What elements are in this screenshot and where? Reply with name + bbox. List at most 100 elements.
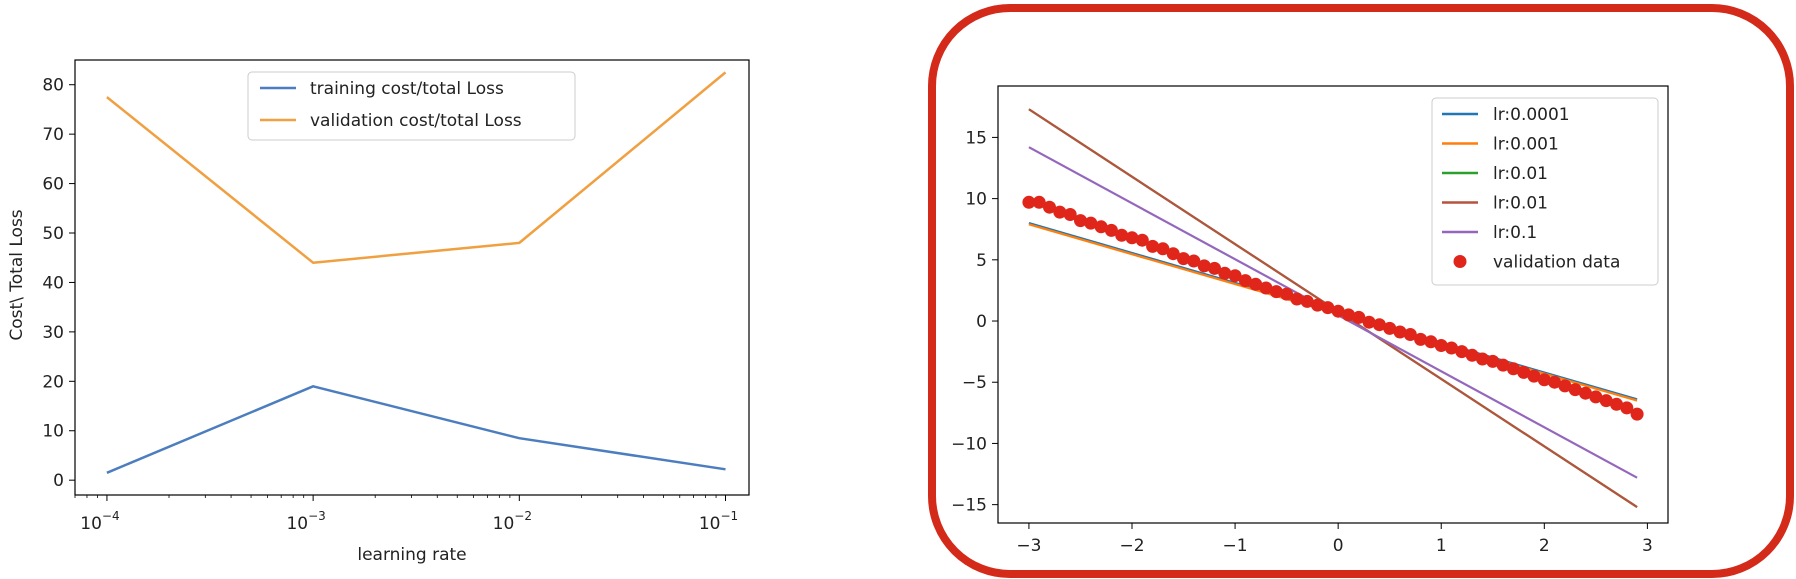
validation-data-point <box>1177 252 1190 266</box>
validation-data-point <box>1527 369 1541 383</box>
chart1-legend-box <box>247 71 576 141</box>
chart2-legend: lr:0.0001 lr:0.001 lr:0.01 lr:0.01 lr:0.1 val… <box>1431 97 1659 286</box>
validation-data-point <box>1187 254 1201 268</box>
validation-data-point <box>1331 304 1345 318</box>
validation-data-point <box>1630 407 1644 421</box>
tick-base: 10 <box>699 514 721 534</box>
chart2-x-axis: −3 −2 −1 0 1 2 3 <box>1016 523 1653 556</box>
chart1-y-tick-label: 80 <box>42 76 64 96</box>
validation-data-point <box>1259 281 1273 295</box>
chart2-y-axis: −15 −10 −5 0 5 10 15 <box>951 128 998 516</box>
chart1-y-tick-label: 10 <box>42 422 64 442</box>
validation-data-point <box>1414 332 1428 346</box>
validation-data-point <box>1197 259 1211 273</box>
tick-base: 10 <box>286 514 308 534</box>
validation-data-point <box>1568 383 1582 397</box>
chart2-legend-label: lr:0.001 <box>1493 135 1559 155</box>
validation-data-point <box>1579 386 1592 400</box>
chart1-x-tick-label: 10−4 <box>80 509 119 534</box>
validation-data-point <box>1032 195 1046 209</box>
validation-data-point <box>1352 310 1366 324</box>
chart2-y-tick-label: 10 <box>965 190 987 210</box>
validation-data-point <box>1135 233 1149 247</box>
chart2-legend-label: lr:0.01 <box>1493 194 1548 214</box>
validation-data-point <box>1372 318 1386 332</box>
chart2-x-tick-label: 2 <box>1539 536 1550 556</box>
tick-base: 10 <box>80 514 102 534</box>
validation-data-point <box>1249 277 1263 291</box>
chart2-x-tick-label: −3 <box>1016 536 1041 556</box>
validation-data-point <box>1321 301 1335 315</box>
validation-data-point <box>1424 335 1438 349</box>
chart2-legend-label: lr:0.1 <box>1493 223 1537 243</box>
chart2-legend-label: lr:0.0001 <box>1493 105 1570 125</box>
chart2-x-tick-label: 1 <box>1436 536 1447 556</box>
validation-data-point <box>1383 321 1397 335</box>
tick-exponent: −2 <box>514 509 532 523</box>
chart2-x-tick-label: −2 <box>1119 536 1144 556</box>
validation-data-point <box>1290 292 1304 306</box>
validation-data-point <box>1300 294 1314 308</box>
chart2-x-tick-label: −1 <box>1223 536 1248 556</box>
validation-data-point <box>1486 354 1500 368</box>
legend-label-training: training cost/total Loss <box>310 79 504 99</box>
validation-data-point <box>1104 223 1118 237</box>
validation-data-point <box>1393 325 1407 339</box>
validation-data-point <box>1094 220 1108 234</box>
validation-data-point <box>1548 375 1562 389</box>
validation-data-point <box>1537 373 1551 387</box>
validation-data-point <box>1506 362 1520 376</box>
chart1-x-tick-label: 10−3 <box>286 509 325 534</box>
validation-data-point <box>1074 214 1087 228</box>
validation-data-point <box>1084 216 1098 230</box>
validation-data-point <box>1403 328 1417 341</box>
chart1-y-tick-label: 20 <box>42 372 64 392</box>
chart1-series-line-1 <box>106 71 727 264</box>
chart1-y-tick-label: 50 <box>42 224 64 244</box>
validation-data-point <box>1445 341 1458 355</box>
chart1-x-tick-label: 10−1 <box>699 509 738 534</box>
chart1-y-tick-label: 30 <box>42 323 64 343</box>
tick-exponent: −3 <box>308 509 326 523</box>
chart1-plot-frame <box>74 59 750 496</box>
validation-data-point <box>1053 205 1067 219</box>
tick-base: 10 <box>493 514 515 534</box>
validation-data-point <box>1496 358 1510 372</box>
chart2-y-tick-label: 5 <box>976 251 987 271</box>
chart1-series <box>106 71 727 474</box>
validation-data-point <box>1146 239 1160 253</box>
validation-data-point <box>1218 266 1232 280</box>
validation-data-point <box>1311 298 1324 312</box>
chart2-plot-frame <box>997 85 1669 524</box>
validation-data-point <box>1280 287 1294 301</box>
chart2-legend-box <box>1431 97 1659 286</box>
highlight-rounded-box <box>928 4 1794 578</box>
validation-data-point <box>1228 269 1242 283</box>
validation-data-point <box>1238 274 1252 288</box>
chart2-legend-label: validation data <box>1493 253 1620 273</box>
chart1-y-tick-label: 70 <box>42 125 64 145</box>
validation-data-point <box>1063 208 1077 221</box>
validation-data-point <box>1208 261 1221 275</box>
validation-data-point <box>1342 308 1355 322</box>
validation-data-point <box>1476 352 1489 366</box>
chart1-y-tick-label: 60 <box>42 175 64 195</box>
validation-data-point <box>1115 228 1129 242</box>
chart1-x-axis: 10−4 10−3 10−2 10−1 <box>74 495 738 534</box>
chart1-x-tick-label: 10−2 <box>493 509 532 534</box>
chart2-validation-points <box>1022 195 1644 421</box>
chart2-legend-label: lr:0.01 <box>1493 164 1548 184</box>
validation-data-point <box>1610 397 1623 411</box>
validation-data-point <box>1434 339 1448 352</box>
validation-data-point <box>1125 231 1139 245</box>
validation-data-point <box>1589 390 1603 404</box>
chart1-y-axis-label: Cost\ Total Loss <box>7 209 27 340</box>
chart1-x-axis-label: learning rate <box>357 545 466 565</box>
chart1-y-axis: 0 10 20 30 40 50 60 70 80 <box>42 76 75 491</box>
validation-data-point <box>1517 365 1531 379</box>
validation-data-point <box>1465 348 1479 362</box>
legend-label-validation: validation cost/total Loss <box>310 111 522 131</box>
tick-exponent: −1 <box>720 509 738 523</box>
validation-data-point <box>1620 401 1634 415</box>
